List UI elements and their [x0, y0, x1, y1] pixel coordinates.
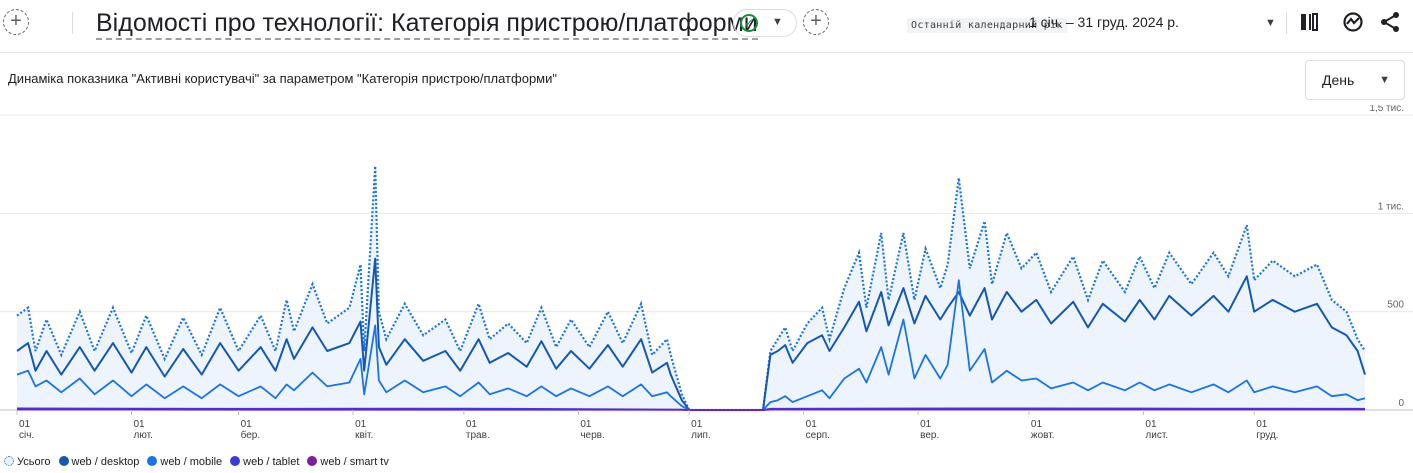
- legend-item[interactable]: Усього: [4, 456, 51, 468]
- series-area-total: [17, 166, 1365, 410]
- legend-label: web / desktop: [71, 456, 140, 468]
- y-tick-label: 0: [1398, 398, 1404, 409]
- chevron-down-icon: ▼: [1379, 74, 1390, 86]
- status-dropdown[interactable]: ✓ ▼: [733, 9, 797, 37]
- legend-swatch: [307, 456, 318, 466]
- x-tick-day: 01: [355, 419, 367, 430]
- x-tick-day: 01: [580, 419, 592, 430]
- add-comparison-button[interactable]: +: [3, 9, 29, 35]
- compare-icon[interactable]: [1297, 10, 1321, 34]
- series-line-total: [16, 166, 1366, 412]
- y-tick-label: 1 тис.: [1378, 201, 1404, 212]
- header-divider: [72, 12, 73, 34]
- x-tick-month: жовт.: [1031, 430, 1055, 441]
- x-tick-day: 01: [920, 419, 932, 430]
- y-tick-label: 500: [1387, 300, 1404, 311]
- legend-item[interactable]: web / mobile: [147, 456, 222, 468]
- legend-swatch: [4, 456, 14, 466]
- legend-label: web / smart tv: [320, 456, 389, 468]
- x-tick-month: груд.: [1256, 430, 1278, 441]
- legend-swatch: [147, 456, 158, 466]
- chart-title: Динаміка показника "Активні користувачі"…: [8, 71, 557, 86]
- legend-swatch: [230, 456, 241, 466]
- chart-area-layer: [17, 166, 1365, 410]
- legend-item[interactable]: web / smart tv: [307, 456, 389, 468]
- legend-label: Усього: [17, 456, 51, 468]
- legend-label: web / tablet: [243, 456, 300, 468]
- x-tick-day: 01: [691, 419, 703, 430]
- chart-lines: [16, 166, 1366, 412]
- x-tick-day: 01: [19, 419, 31, 430]
- report-title[interactable]: Відомості про технології: Категорія прис…: [96, 8, 758, 40]
- x-tick-month: лист.: [1145, 430, 1168, 441]
- insights-icon[interactable]: [1341, 10, 1365, 34]
- x-tick-month: квіт.: [355, 430, 373, 441]
- date-preset-label: Останній календарний рік: [907, 18, 1067, 33]
- x-tick-month: січ.: [19, 430, 34, 441]
- x-tick-day: 01: [1031, 419, 1043, 430]
- x-tick-month: серп.: [806, 430, 830, 441]
- x-tick-month: черв.: [580, 430, 604, 441]
- x-tick-day: 01: [1145, 419, 1157, 430]
- add-filter-button[interactable]: +: [803, 9, 829, 35]
- toolbar-divider: [1286, 12, 1287, 34]
- legend-label: web / mobile: [160, 456, 223, 468]
- date-range-picker[interactable]: 1 січ. – 31 груд. 2024 р.: [1029, 14, 1179, 30]
- x-tick-month: трав.: [466, 430, 490, 441]
- legend-item[interactable]: web / desktop: [58, 456, 140, 468]
- y-tick-label: 1,5 тис.: [1369, 105, 1404, 114]
- period-select[interactable]: День ▼: [1305, 60, 1405, 100]
- y-axis: 0 500 1 тис. 1,5 тис.: [1369, 105, 1404, 409]
- x-tick-day: 01: [806, 419, 818, 430]
- x-tick-day: 01: [133, 419, 145, 430]
- series-line-web-mobile: [16, 279, 1366, 411]
- legend-swatch: [58, 456, 69, 466]
- chart-legend: Усього web / desktop web / mobile web / tab…: [4, 456, 397, 468]
- chevron-down-icon: ▼: [772, 16, 783, 28]
- share-icon[interactable]: [1378, 10, 1402, 34]
- x-tick-month: лип.: [691, 430, 711, 441]
- x-tick-day: 01: [241, 419, 253, 430]
- x-axis: 01січ.01лют.01бер.01квіт.01трав.01черв.0…: [16, 410, 1279, 441]
- period-value: День: [1322, 72, 1355, 88]
- x-tick-day: 01: [1256, 419, 1268, 430]
- x-tick-day: 01: [466, 419, 478, 430]
- report-header: + Відомості про технології: Категорія пр…: [0, 0, 1413, 53]
- check-circle-icon: ✓: [740, 14, 758, 32]
- x-tick-month: лют.: [133, 430, 152, 441]
- legend-item[interactable]: web / tablet: [230, 456, 299, 468]
- x-tick-month: вер.: [920, 430, 939, 441]
- chevron-down-icon[interactable]: ▼: [1265, 17, 1276, 29]
- x-tick-month: бер.: [241, 429, 261, 441]
- series-line-web-desktop: [16, 257, 1366, 411]
